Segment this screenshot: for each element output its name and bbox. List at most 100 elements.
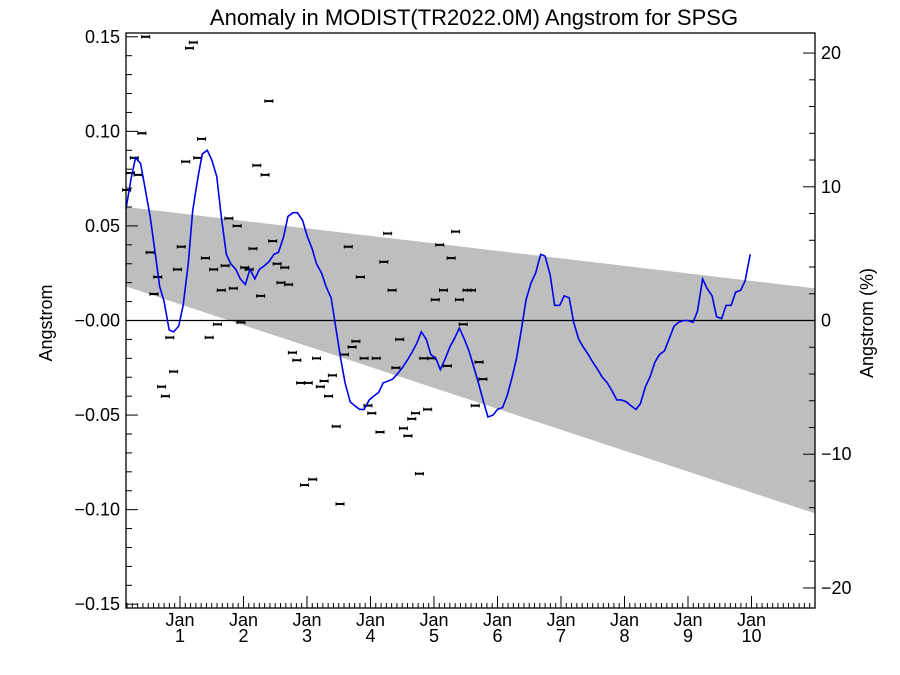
data-point-marker <box>303 381 313 385</box>
data-point-marker <box>411 411 421 415</box>
data-point-marker <box>423 407 433 412</box>
data-point-marker <box>248 246 258 251</box>
left-tick-label: −0.15 <box>74 594 120 614</box>
right-y-axis: −20 −10 0 10 20 <box>803 43 852 598</box>
data-point-marker <box>264 99 274 103</box>
data-point-marker <box>454 297 464 302</box>
x-tick-year-label: 8 <box>619 626 629 646</box>
x-tick-year-label: 5 <box>429 626 439 646</box>
data-point-marker <box>209 267 219 272</box>
data-point-marker <box>399 426 409 431</box>
x-tick-year-label: 4 <box>365 626 375 646</box>
right-axis-title: Angstrom (%) <box>857 268 877 378</box>
x-tick-month-label: Jan <box>737 610 766 630</box>
data-point-marker <box>375 430 385 434</box>
data-point-marker <box>197 137 207 141</box>
data-point-marker <box>347 345 357 349</box>
data-point-marker <box>371 356 381 361</box>
left-tick-label: 0.15 <box>85 27 120 47</box>
data-point-marker <box>252 163 262 168</box>
x-tick-month-label: Jan <box>165 610 194 630</box>
data-point-marker <box>343 244 353 249</box>
data-point-marker <box>446 256 456 260</box>
data-point-marker <box>292 358 302 363</box>
data-point-marker <box>204 335 214 340</box>
x-tick-year-label: 6 <box>492 626 502 646</box>
right-tick-label: 10 <box>821 177 841 197</box>
data-point-marker <box>439 288 449 293</box>
x-tick-month-label: Jan <box>229 610 258 630</box>
data-point-marker <box>379 260 389 264</box>
data-point-marker <box>129 156 139 160</box>
x-tick-year-label: 10 <box>741 626 761 646</box>
x-tick-month-label: Jan <box>292 610 321 630</box>
data-point-marker <box>335 502 345 506</box>
monthly-points-layer <box>122 34 488 506</box>
data-point-marker <box>466 288 476 293</box>
data-point-marker <box>391 365 401 370</box>
uncertainty-band <box>126 207 815 514</box>
left-tick-label: −0.10 <box>74 500 120 520</box>
data-point-marker <box>387 288 397 293</box>
left-tick-label: 0.10 <box>85 121 120 141</box>
data-point-marker <box>137 131 147 136</box>
data-point-marker <box>284 282 294 287</box>
data-point-marker <box>435 243 445 247</box>
left-tick-label: 0.05 <box>85 216 120 236</box>
data-point-marker <box>383 231 393 236</box>
data-point-marker <box>268 239 278 243</box>
data-point-marker <box>312 356 322 361</box>
x-tick-month-label: Jan <box>673 610 702 630</box>
data-point-marker <box>216 288 226 293</box>
data-point-marker <box>172 267 182 272</box>
data-point-marker <box>165 335 175 340</box>
data-point-marker <box>407 417 417 421</box>
right-tick-label: 0 <box>821 311 831 331</box>
right-tick-label: −20 <box>821 578 852 598</box>
right-tick-label: 20 <box>821 43 841 63</box>
smoothed-series-line <box>125 149 752 419</box>
left-tick-label: −0.00 <box>74 311 120 331</box>
x-tick-year-label: 2 <box>238 626 248 646</box>
data-point-marker <box>470 403 480 408</box>
data-point-marker <box>327 373 337 378</box>
x-tick-month-label: Jan <box>483 610 512 630</box>
data-point-marker <box>280 265 290 270</box>
x-tick-month-label: Jan <box>356 610 385 630</box>
x-axis: Jan1Jan2Jan3Jan4Jan5Jan6Jan7Jan8Jan9Jan1… <box>126 596 816 646</box>
x-tick-month-label: Jan <box>610 610 639 630</box>
data-point-marker <box>160 394 170 398</box>
data-point-marker <box>319 379 329 383</box>
data-point-marker <box>474 360 484 364</box>
left-tick-label: −0.05 <box>74 405 120 425</box>
data-point-marker <box>157 384 167 389</box>
data-point-marker <box>232 224 242 228</box>
data-point-marker <box>403 434 413 438</box>
data-point-marker <box>212 322 222 327</box>
data-point-marker <box>430 297 440 302</box>
right-tick-label: −10 <box>821 444 852 464</box>
data-point-marker <box>351 339 361 344</box>
data-point-marker <box>181 159 191 164</box>
data-point-marker <box>260 173 270 177</box>
left-axis-title: Angstrom <box>36 284 56 361</box>
data-point-marker <box>256 294 266 298</box>
data-point-marker <box>188 40 198 45</box>
plot-area <box>122 32 816 609</box>
data-point-marker <box>478 377 488 381</box>
chart-title: Anomaly in MODIST(TR2022.0M) Angstrom fo… <box>210 5 738 30</box>
data-point-marker <box>149 292 159 296</box>
data-point-marker <box>200 256 210 260</box>
data-point-marker <box>451 229 461 234</box>
data-point-marker <box>228 286 238 291</box>
data-point-marker <box>367 411 377 415</box>
data-point-marker <box>287 350 297 355</box>
data-point-marker <box>299 483 309 487</box>
data-point-marker <box>272 261 282 266</box>
data-point-marker <box>176 244 186 249</box>
x-tick-year-label: 1 <box>175 626 185 646</box>
data-point-marker <box>355 275 365 279</box>
data-point-marker <box>315 384 325 389</box>
x-tick-year-label: 9 <box>683 626 693 646</box>
